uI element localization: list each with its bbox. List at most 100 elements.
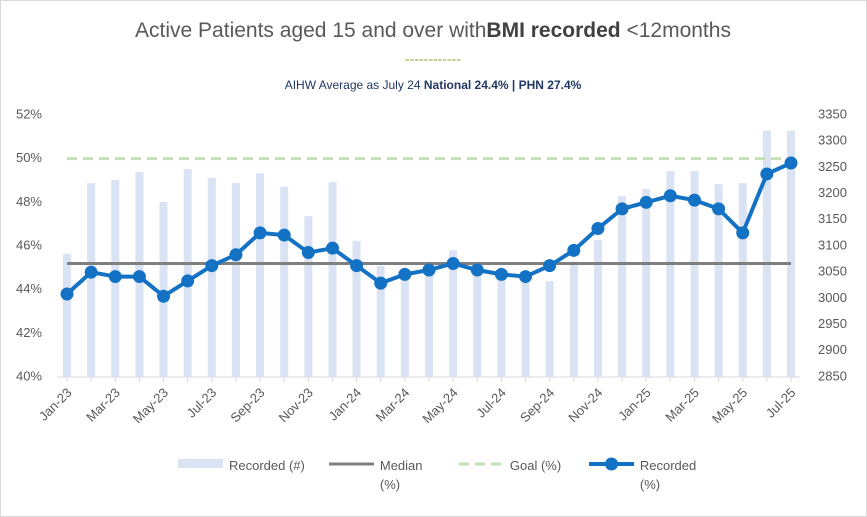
bar [738, 183, 747, 377]
line-marker [84, 265, 98, 279]
bar [521, 282, 530, 377]
legend-swatch [328, 462, 374, 466]
line-marker [639, 195, 653, 209]
x-tick-label: Mar-24 [373, 385, 413, 425]
legend-item: Recorded (%) [588, 456, 710, 494]
legend-item: Recorded (#) [178, 456, 305, 494]
x-tick-label: Nov-23 [276, 385, 316, 425]
bar [666, 171, 675, 377]
x-tick-label: Nov-24 [565, 385, 605, 425]
y-tick-label: 44% [16, 281, 42, 296]
y-tick-label: 48% [16, 194, 42, 209]
line-marker [591, 222, 605, 236]
legend-swatch [458, 462, 504, 466]
legend-swatch-marker [604, 457, 618, 471]
line-marker [784, 156, 798, 170]
line-marker [60, 287, 74, 301]
line-marker [422, 263, 436, 277]
bar [304, 216, 313, 377]
y2-tick-label: 3100 [818, 237, 847, 252]
title-part: Active Patients aged 15 and over with [135, 19, 486, 42]
bar [497, 274, 506, 377]
bar [425, 274, 433, 377]
y-tick-label: 40% [16, 368, 42, 383]
x-tick-label: Jul-25 [763, 385, 799, 421]
y2-tick-label: 3150 [818, 211, 847, 226]
line-marker [663, 189, 677, 203]
legend-item: Goal (%) [458, 456, 565, 494]
x-tick-label: Sep-24 [517, 385, 557, 425]
y2-tick-label: 2900 [818, 342, 847, 357]
legend-label: Recorded (%) [639, 458, 697, 492]
bar [400, 280, 409, 377]
bar [473, 270, 482, 377]
bar [183, 168, 192, 377]
bar [280, 186, 289, 377]
legend-swatch [588, 457, 634, 471]
line-marker [398, 267, 412, 281]
bar [787, 130, 795, 377]
bar [690, 171, 699, 377]
title-rule: ------------ [405, 51, 461, 67]
y-tick-label: 42% [16, 325, 42, 340]
title-part: <12months [621, 19, 731, 42]
bar [449, 250, 458, 377]
y2-tick-label: 2950 [818, 316, 847, 331]
bar [714, 184, 723, 377]
subtitle-part: National 24.4% | PHN 27.4% [424, 78, 582, 92]
bar [545, 281, 554, 377]
line-marker [132, 270, 146, 284]
bar [642, 188, 651, 377]
bar [352, 240, 361, 377]
line-marker [181, 274, 195, 288]
bar [762, 130, 771, 377]
x-tick-label: Jan-25 [615, 385, 654, 424]
y-tick-label: 52% [16, 106, 42, 121]
y2-tick-label: 3250 [818, 159, 847, 174]
legend: Recorded (#) Median (%) Goal (%) Recorded (… [178, 456, 734, 494]
bar [569, 261, 578, 377]
y-tick-label: 50% [16, 150, 42, 165]
title-part: BMI recorded [486, 19, 620, 42]
line-marker [712, 202, 726, 216]
y2-tick-label: 3000 [818, 290, 847, 305]
bar [618, 196, 627, 377]
x-tick-label: Mar-23 [83, 385, 123, 425]
legend-item: Median (%) [328, 456, 435, 494]
bar [256, 173, 265, 377]
subtitle: AIHW Average as July 24 National 24.4% |… [285, 78, 582, 92]
y2-tick-label: 2850 [818, 368, 847, 383]
line-marker [543, 259, 557, 273]
x-tick-label: Jul-23 [184, 385, 220, 421]
line-marker [446, 256, 460, 270]
legend-swatch-bar [178, 459, 223, 468]
line-marker [325, 241, 339, 255]
legend-label: Median (%) [379, 458, 423, 492]
y2-tick-label: 3050 [818, 264, 847, 279]
line-marker [157, 289, 171, 303]
subtitle-part: AIHW Average as July 24 [285, 78, 424, 92]
line-marker [350, 259, 364, 273]
line-marker [736, 226, 750, 240]
x-tick-label: Jan-24 [325, 385, 364, 424]
legend-label: Recorded (#) [229, 458, 305, 473]
x-tick-label: May-25 [709, 385, 750, 426]
x-tick-label: Mar-25 [662, 385, 702, 425]
line-marker [470, 263, 484, 277]
y2-tick-label: 3350 [818, 106, 847, 121]
bar [593, 240, 602, 377]
chart-title: Active Patients aged 15 and over withBMI… [135, 19, 731, 42]
line-marker [108, 270, 122, 284]
bar [376, 265, 385, 377]
x-tick-label: May-24 [419, 385, 460, 426]
bar [231, 183, 240, 377]
line-marker [687, 193, 701, 207]
line-marker [615, 202, 629, 216]
line-marker [205, 259, 219, 273]
y2-tick-label: 3300 [818, 133, 847, 148]
bar [207, 177, 216, 377]
line-marker [567, 243, 581, 257]
y2-tick-label: 3200 [818, 185, 847, 200]
line-marker [277, 228, 291, 242]
x-tick-label: Jan-23 [36, 385, 75, 424]
